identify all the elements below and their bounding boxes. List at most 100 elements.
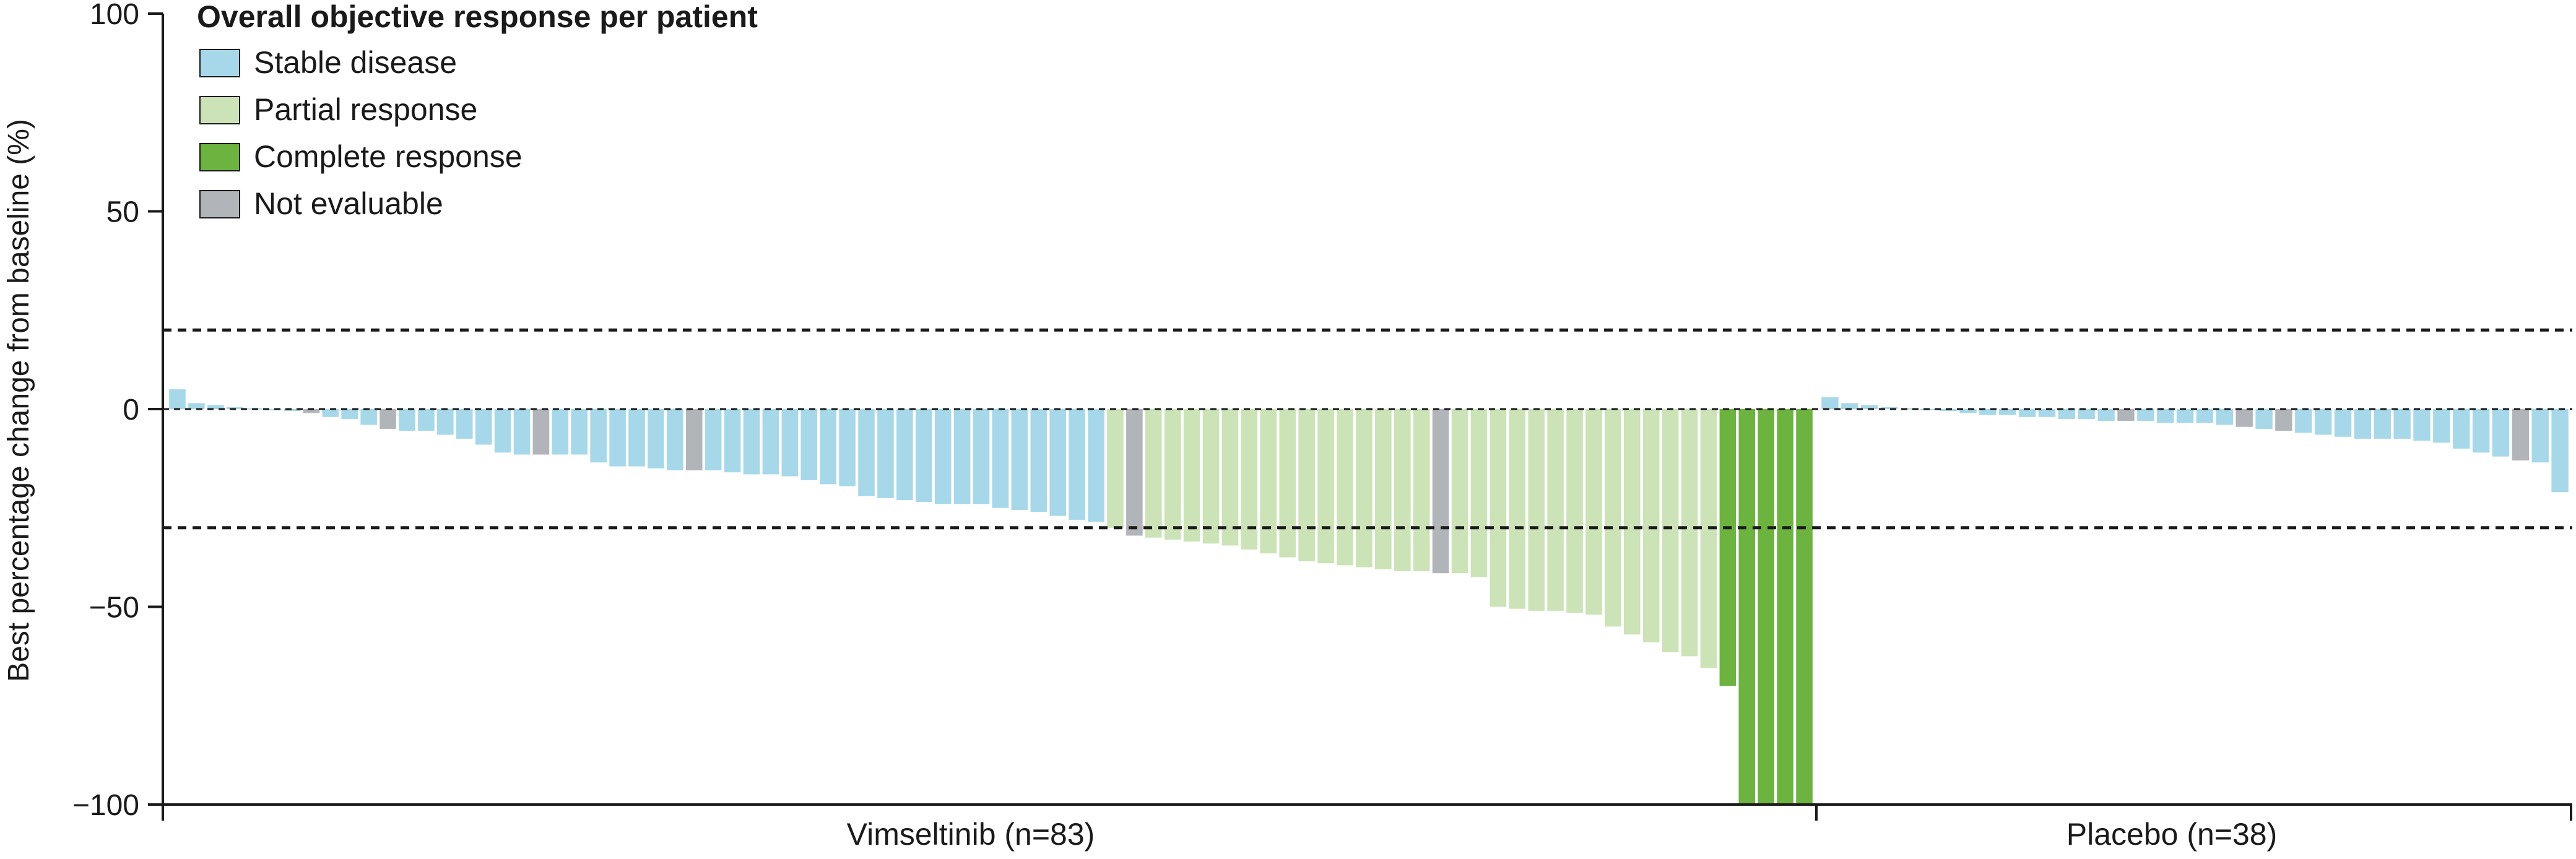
vimseltinib-bar-52 (1145, 409, 1162, 538)
group-label-placebo: Placebo (n=38) (2066, 817, 2278, 852)
vimseltinib-bar-4 (226, 407, 243, 409)
axes-layer: 100 50 0 −50 −100 (72, 0, 2572, 822)
legend-label-pr: Partial response (254, 92, 477, 127)
placebo-bar-9 (1979, 409, 1997, 415)
placebo-bar-26 (2314, 409, 2332, 435)
placebo-bar-19 (2176, 409, 2194, 423)
vimseltinib-bar-23 (590, 409, 607, 463)
vimseltinib-bar-44 (992, 409, 1009, 508)
placebo-bar-33 (2453, 409, 2470, 449)
vimseltinib-bar-11 (360, 409, 377, 425)
vimseltinib-bar-51 (1126, 409, 1143, 536)
placebo-bar-32 (2433, 409, 2450, 443)
vimseltinib-bar-40 (915, 409, 932, 503)
vimseltinib-bar-25 (628, 409, 645, 467)
vimseltinib-bar-55 (1202, 409, 1220, 544)
vimseltinib-bar-13 (399, 409, 415, 431)
vimseltinib-bar-49 (1088, 409, 1104, 522)
placebo-bar-16 (2117, 409, 2135, 421)
vimseltinib-bar-61 (1317, 409, 1334, 564)
vimseltinib-bar-31 (743, 409, 760, 475)
placebo-bar-1 (1821, 397, 1839, 409)
vimseltinib-bar-79 (1662, 409, 1679, 652)
vimseltinib-bar-66 (1413, 409, 1430, 571)
placebo-bar-22 (2236, 409, 2253, 427)
legend-swatch-cr (199, 143, 240, 171)
vimseltinib-bar-78 (1642, 409, 1660, 643)
vimseltinib-bar-42 (953, 409, 971, 504)
vimseltinib-bar-34 (800, 409, 818, 481)
placebo-bar-36 (2512, 409, 2530, 461)
vimseltinib-bar-71 (1509, 409, 1526, 609)
legend-label-ne: Not evaluable (254, 186, 443, 221)
legend-swatch-pr (199, 96, 240, 124)
vimseltinib-bar-35 (820, 409, 836, 485)
vimseltinib-bar-37 (858, 409, 875, 496)
placebo-bar-37 (2531, 409, 2549, 463)
vimseltinib-bar-27 (667, 409, 683, 471)
vimseltinib-bar-43 (973, 409, 990, 504)
vimseltinib-bar-24 (609, 409, 626, 467)
vimseltinib-bar-69 (1470, 409, 1488, 577)
y-tick-label-2: 50 (106, 196, 139, 229)
vimseltinib-bar-76 (1605, 409, 1621, 627)
vimseltinib-bar-62 (1337, 409, 1353, 566)
placebo-bar-12 (2038, 409, 2056, 417)
vimseltinib-bar-17 (475, 409, 492, 445)
vimseltinib-bar-14 (418, 409, 435, 431)
y-tick-label-3: 0 (123, 394, 139, 426)
y-tick-label-1: 100 (90, 0, 139, 31)
placebo-bar-25 (2295, 409, 2312, 433)
vimseltinib-bar-60 (1298, 409, 1315, 562)
vimseltinib-bar-3 (207, 405, 224, 409)
vimseltinib-bar-33 (781, 409, 799, 477)
vimseltinib-bar-81 (1700, 409, 1717, 668)
vimseltinib-bar-8 (303, 409, 320, 413)
placebo-bar-18 (2156, 409, 2174, 423)
placebo-bar-21 (2216, 409, 2234, 425)
vimseltinib-bar-68 (1451, 409, 1468, 574)
vimseltinib-bar-86 (1796, 409, 1813, 805)
vimseltinib-bar-80 (1681, 409, 1698, 657)
vimseltinib-bar-21 (552, 409, 569, 455)
vimseltinib-bar-7 (284, 409, 301, 412)
vimseltinib-bar-18 (494, 409, 511, 453)
placebo-bar-8 (1959, 409, 1977, 413)
legend-title: Overall objective response per patient (197, 0, 758, 34)
placebo-bar-20 (2196, 409, 2214, 423)
y-tick-label-4: −50 (89, 592, 139, 624)
vimseltinib-bar-72 (1528, 409, 1545, 611)
vimseltinib-bar-2 (188, 403, 205, 409)
vimseltinib-bar-57 (1241, 409, 1258, 550)
vimseltinib-bar-82 (1719, 409, 1737, 686)
legend-swatch-ne (199, 190, 240, 218)
placebo-bar-35 (2492, 409, 2510, 457)
vimseltinib-bar-30 (724, 409, 741, 473)
placebo-bar-7 (1940, 409, 1957, 412)
placebo-bar-13 (2058, 409, 2076, 419)
vimseltinib-bar-22 (571, 409, 588, 455)
bars-layer (169, 389, 2569, 805)
vimseltinib-bar-65 (1394, 409, 1411, 571)
vimseltinib-bar-67 (1432, 409, 1449, 574)
vimseltinib-bar-46 (1030, 409, 1047, 512)
placebo-bar-24 (2275, 409, 2292, 431)
vimseltinib-bar-63 (1356, 409, 1373, 568)
vimseltinib-bar-9 (322, 409, 339, 417)
vimseltinib-bar-41 (934, 409, 952, 504)
placebo-bar-38 (2551, 409, 2569, 493)
vimseltinib-bar-28 (685, 409, 703, 471)
vimseltinib-bar-73 (1547, 409, 1564, 611)
legend-label-cr: Complete response (254, 139, 523, 174)
vimseltinib-bar-74 (1566, 409, 1583, 613)
vimseltinib-bar-70 (1490, 409, 1507, 607)
placebo-bar-28 (2354, 409, 2372, 439)
vimseltinib-bar-56 (1221, 409, 1239, 546)
vimseltinib-bar-64 (1375, 409, 1392, 569)
y-tick-label-5: −100 (72, 789, 139, 822)
vimseltinib-bar-29 (705, 409, 722, 471)
vimseltinib-bar-48 (1069, 409, 1085, 520)
vimseltinib-bar-1 (169, 389, 186, 409)
